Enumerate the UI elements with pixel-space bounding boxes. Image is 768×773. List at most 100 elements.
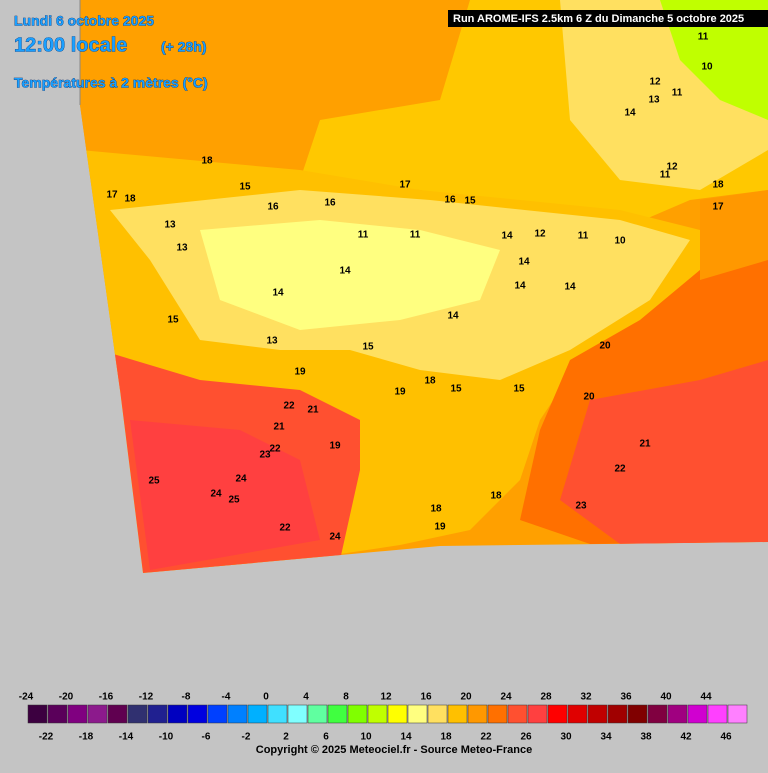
- temperature-label: 24: [210, 489, 222, 500]
- legend-label-top: 4: [303, 692, 309, 703]
- run-banner: [448, 10, 768, 27]
- temperature-label: 16: [267, 202, 279, 213]
- copyright: Copyright © 2025 Meteociel.fr - Source M…: [256, 744, 532, 756]
- color-box: [107, 704, 128, 724]
- temperature-label: 10: [701, 62, 713, 73]
- temperature-label: 18: [124, 194, 136, 205]
- temperature-label: 22: [283, 401, 295, 412]
- color-box: [127, 704, 148, 724]
- legend-label-bottom: 14: [400, 732, 412, 743]
- legend-label-bottom: 2: [283, 732, 289, 743]
- color-box: [527, 704, 548, 724]
- temperature-label: 15: [464, 196, 476, 207]
- legend-label-top: 16: [420, 692, 432, 703]
- temperature-label: 19: [329, 441, 341, 452]
- legend-label-bottom: -14: [119, 732, 134, 743]
- temperature-label: 21: [639, 439, 651, 450]
- temperature-label: 16: [324, 198, 336, 209]
- color-box: [387, 704, 408, 724]
- legend-label-top: -24: [19, 692, 34, 703]
- date: Lundi 6 octobre 2025: [14, 13, 154, 29]
- color-box: [507, 704, 528, 724]
- color-box: [307, 704, 328, 724]
- temperature-label: 14: [564, 282, 576, 293]
- color-box: [187, 704, 208, 724]
- temperature-label: 19: [394, 387, 406, 398]
- color-box: [647, 704, 668, 724]
- colorbar: -24 -20 -16 -12 -8 -4 0 4 8 12 16 20 24 28 32 36 40 44-22…: [19, 692, 748, 743]
- temperature-label: 18: [490, 491, 502, 502]
- color-box: [67, 704, 88, 724]
- temperature-label: 20: [583, 392, 595, 403]
- temperature-label: 22: [614, 464, 626, 475]
- temperature-label: 15: [513, 384, 525, 395]
- color-box: [487, 704, 508, 724]
- legend-label-bottom: 26: [520, 732, 532, 743]
- legend-label-bottom: 34: [600, 732, 612, 743]
- color-box: [407, 704, 428, 724]
- legend-label-bottom: 18: [440, 732, 452, 743]
- legend-label-top: 24: [500, 692, 512, 703]
- color-box: [147, 704, 168, 724]
- temperature-label: 24: [329, 532, 341, 543]
- legend-label-bottom: -18: [79, 732, 94, 743]
- temperature-label: 19: [434, 522, 446, 533]
- temperature-label: 14: [272, 288, 284, 299]
- temperature-label: 23: [259, 450, 271, 461]
- legend-label-top: 36: [620, 692, 632, 703]
- temperature-label: 14: [447, 311, 459, 322]
- temperature-label: 19: [294, 367, 306, 378]
- legend-label-top: 20: [460, 692, 472, 703]
- parameter: Températures à 2 mètres (°C): [14, 75, 208, 91]
- temperature-label: 22: [279, 523, 291, 534]
- color-box: [207, 704, 228, 724]
- temperature-label: 13: [176, 243, 188, 254]
- temperature-label: 11: [578, 231, 589, 242]
- temperature-label: 11: [410, 230, 421, 241]
- legend-label-top: -20: [59, 692, 74, 703]
- color-box: [707, 704, 728, 724]
- legend-label-bottom: -6: [202, 732, 211, 743]
- color-box: [327, 704, 348, 724]
- color-box: [27, 704, 48, 724]
- color-box: [247, 704, 268, 724]
- temperature-label: 18: [430, 504, 442, 515]
- temperature-label: 23: [575, 501, 587, 512]
- temperature-label: 25: [228, 495, 240, 506]
- temperature-label: 22: [269, 444, 281, 455]
- temperature-label: 20: [599, 341, 611, 352]
- temperature-label: 15: [167, 315, 179, 326]
- color-box: [687, 704, 708, 724]
- temperature-label: 21: [273, 422, 285, 433]
- temperature-label: 15: [239, 182, 251, 193]
- temperature-label: 12: [649, 77, 661, 88]
- color-box: [727, 704, 748, 724]
- temperature-label: 15: [450, 384, 462, 395]
- temperature-label: 13: [648, 95, 660, 106]
- legend-label-top: 0: [263, 692, 269, 703]
- color-box: [447, 704, 468, 724]
- legend-label-bottom: 30: [560, 732, 572, 743]
- temperature-label: 11: [358, 230, 369, 241]
- legend-label-top: 8: [343, 692, 349, 703]
- temperature-label: 12: [666, 162, 678, 173]
- temperature-label: 18: [712, 180, 724, 191]
- lead-time: (+ 28h): [161, 39, 207, 55]
- temperature-label: 17: [106, 190, 118, 201]
- legend-label-top: 28: [540, 692, 552, 703]
- temperature-label: 10: [614, 236, 626, 247]
- legend-label-bottom: -10: [159, 732, 174, 743]
- color-box: [667, 704, 688, 724]
- temperature-label: 24: [235, 474, 247, 485]
- temperature-label: 13: [266, 336, 278, 347]
- color-box: [587, 704, 608, 724]
- color-box: [87, 704, 108, 724]
- color-box: [47, 704, 68, 724]
- color-box: [287, 704, 308, 724]
- temperature-label: 17: [399, 180, 411, 191]
- time: 12:00 locale: [14, 34, 127, 56]
- temperature-label: 18: [201, 156, 213, 167]
- temperature-label: 11: [698, 32, 709, 43]
